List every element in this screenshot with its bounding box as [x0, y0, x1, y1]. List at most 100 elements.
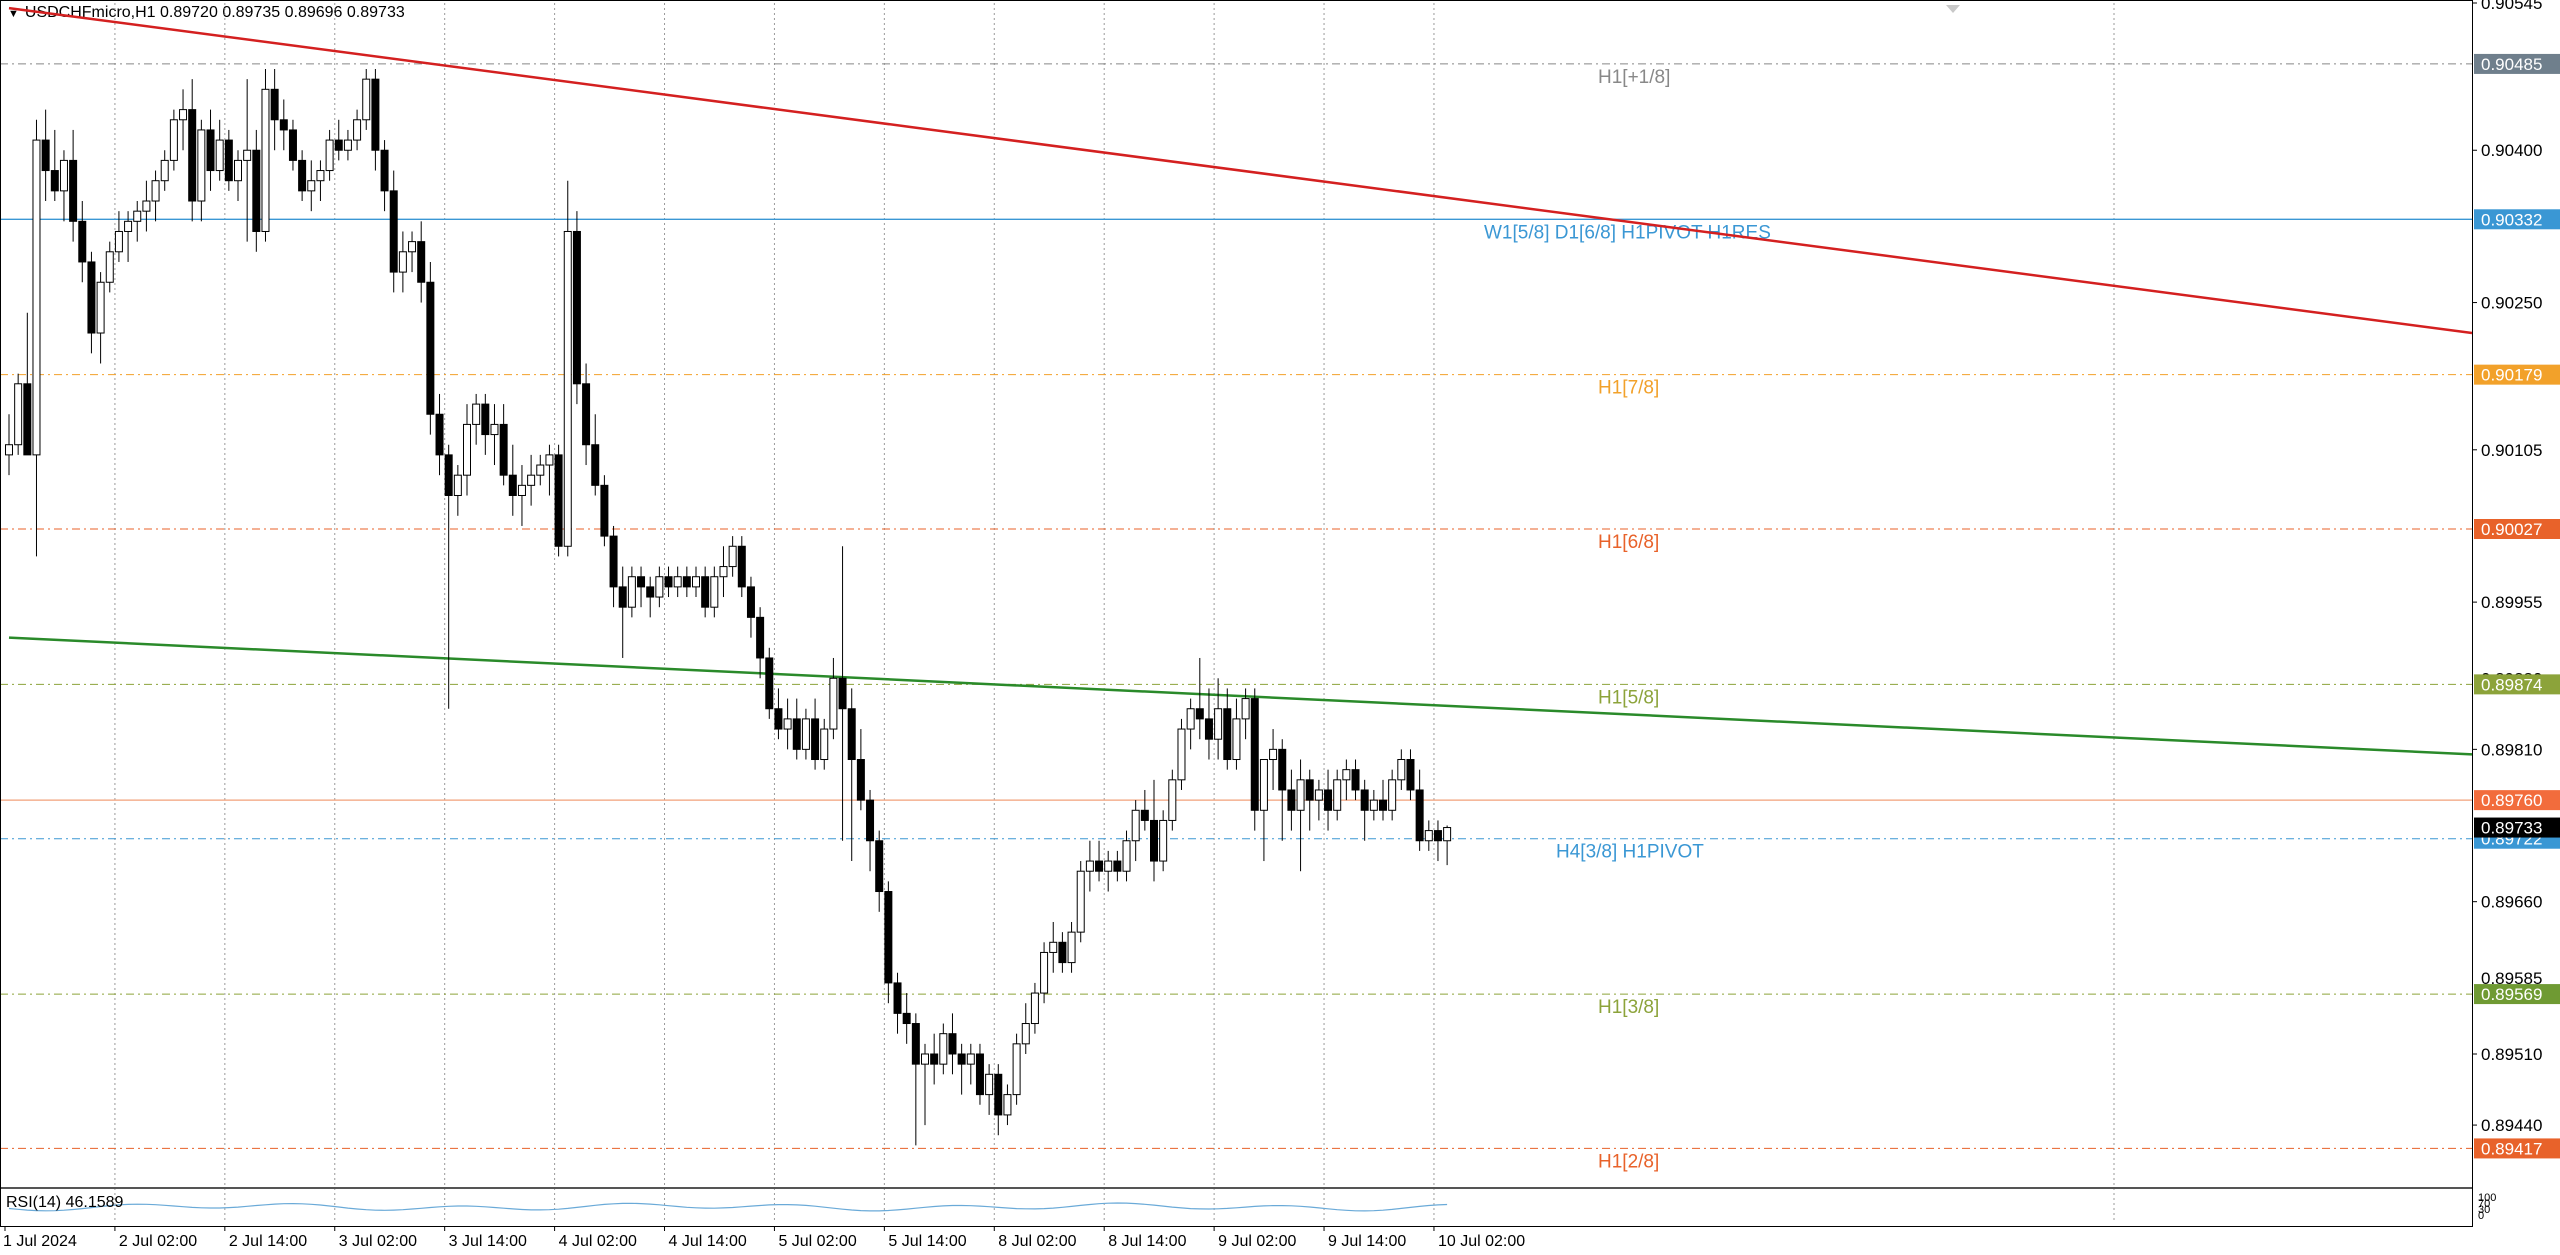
candle-body — [142, 200, 151, 212]
candle-body — [1168, 779, 1177, 821]
candle-body — [270, 88, 279, 121]
x-tick-label: 1 Jul 2024 — [3, 1233, 77, 1250]
candle-body — [1177, 728, 1186, 781]
candle-body — [1113, 860, 1122, 872]
candle-body — [1049, 941, 1058, 953]
rsi-label: RSI(14) 46.1589 — [6, 1194, 124, 1211]
candle-body — [197, 129, 206, 202]
candle-body — [23, 383, 32, 456]
candle-body — [1076, 870, 1085, 933]
candle-body — [774, 708, 783, 730]
candle-body — [884, 891, 893, 984]
x-tick-label: 10 Jul 02:00 — [1438, 1233, 1525, 1250]
candle-body — [371, 78, 380, 151]
candle-body — [1214, 708, 1223, 740]
level-price-tag-text: 0.89874 — [2481, 675, 2542, 694]
candle-body — [133, 210, 142, 222]
symbol-menu-arrow-icon[interactable]: ▼ — [8, 8, 19, 20]
candle-body — [1012, 1043, 1021, 1096]
candle-body — [353, 119, 362, 141]
candle-body — [1058, 941, 1067, 964]
trend-lines — [8, 6, 2473, 756]
candle-body — [829, 677, 838, 730]
candle-body — [426, 281, 435, 415]
candle-body — [655, 576, 664, 598]
candle-body — [78, 220, 87, 263]
candle-body — [435, 413, 444, 456]
candle-body — [169, 119, 178, 161]
candle-body — [5, 444, 13, 456]
ohlc-high: 0.89735 — [222, 4, 281, 21]
candle-body — [572, 230, 581, 385]
candle-body — [307, 180, 316, 192]
candle-body — [188, 109, 197, 202]
level-label: H4[3/8] H1PIVOT — [1556, 842, 1704, 863]
rsi-line — [8, 1202, 1448, 1212]
y-tick-label: 0.89585 — [2481, 969, 2542, 988]
candle-body — [682, 576, 691, 588]
candle-body — [490, 423, 499, 436]
candle-body — [902, 1012, 911, 1025]
chart-shift-marker-icon — [1946, 5, 1960, 13]
level-price-tag-text: 0.90027 — [2481, 520, 2542, 539]
candle-body — [69, 159, 78, 222]
candle-body — [234, 159, 242, 182]
candle-body — [261, 88, 270, 232]
level-lines: H1[+1/8] W1[5/8] D1[6/8] H1PIVOT H1RES H1[… — [0, 63, 2472, 1172]
candle-body — [1433, 830, 1442, 842]
x-tick-label: 9 Jul 02:00 — [1218, 1233, 1296, 1250]
candle-body — [609, 535, 618, 588]
candle-body — [985, 1073, 994, 1096]
candle-body — [1241, 698, 1250, 720]
candle-body — [930, 1053, 939, 1065]
candle-body — [444, 454, 453, 496]
candle-body — [243, 149, 252, 161]
candle-body — [646, 586, 655, 598]
candle-body — [1305, 779, 1314, 801]
candle-body — [298, 159, 307, 192]
chart-info-line: ▼ USDCHFmicro,H1 0.89720 0.89735 0.89696 … — [8, 4, 405, 22]
y-tick-label: 0.90105 — [2481, 441, 2542, 460]
candle-body — [1351, 769, 1360, 791]
candle-body — [1333, 779, 1342, 811]
rsi-scale-label: 0 — [2478, 1210, 2484, 1222]
ohlc-open: 0.89720 — [160, 4, 218, 21]
current-price-tag — [2474, 817, 2560, 838]
rsi-scale-label: 70 — [2478, 1198, 2490, 1210]
candle-body — [1360, 789, 1369, 811]
x-tick-label: 5 Jul 02:00 — [778, 1233, 856, 1250]
candle-body — [1003, 1094, 1012, 1116]
level-price-tag-text: 0.90179 — [2481, 366, 2542, 385]
candle-body — [563, 230, 572, 547]
candle-body — [1250, 698, 1259, 811]
level-label: H1[6/8] — [1598, 532, 1659, 553]
y-tick-label: 0.90400 — [2481, 141, 2542, 160]
candle-body — [160, 159, 169, 182]
candle-body — [96, 281, 105, 334]
candle-body — [801, 718, 810, 750]
candle-body — [1195, 708, 1204, 720]
level-price-tag-text: 0.90485 — [2481, 55, 2542, 74]
candle-body — [1030, 992, 1039, 1025]
current-price-tag-text: 0.89733 — [2481, 819, 2542, 838]
candle-body — [811, 718, 820, 761]
candle-body — [1204, 718, 1213, 740]
candle-body — [536, 464, 545, 476]
candle-body — [1104, 860, 1113, 872]
level-label: H1[+1/8] — [1598, 67, 1670, 88]
candle-body — [105, 251, 114, 283]
candle-body — [1186, 708, 1195, 730]
candle-body — [252, 149, 261, 232]
candle-body — [765, 657, 774, 710]
candle-body — [50, 170, 59, 192]
candle-body — [1415, 789, 1424, 842]
candle-body — [463, 423, 471, 476]
candle-body — [591, 444, 600, 486]
symbol-timeframe: USDCHFmicro,H1 — [24, 4, 156, 21]
candle-body — [14, 383, 23, 446]
x-tick-label: 5 Jul 14:00 — [888, 1233, 966, 1250]
candle-body — [224, 139, 233, 182]
candle-body — [856, 759, 865, 801]
